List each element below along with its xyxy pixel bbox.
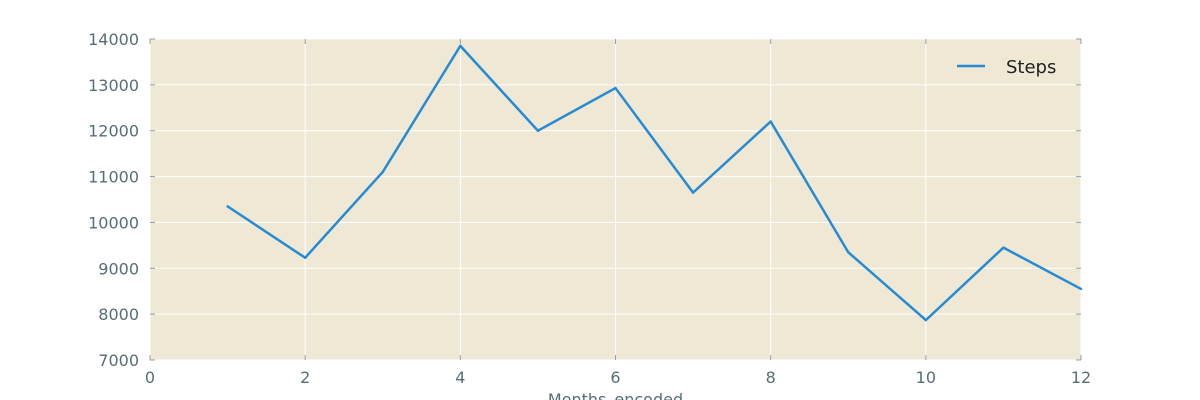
y-tick-label: 8000 (98, 305, 139, 324)
x-tick-label: 12 (1071, 368, 1091, 387)
data-point (769, 120, 772, 123)
series-line-steps (226, 44, 1082, 322)
x-tick-label: 10 (916, 368, 936, 387)
series-group (226, 44, 1083, 322)
axis-ticks (149, 38, 1082, 361)
data-point (536, 129, 540, 132)
data-point (381, 170, 384, 174)
x-axis-label: Months_encoded (548, 390, 683, 400)
x-tick-label: 0 (145, 368, 155, 387)
y-tick-label: 10000 (88, 213, 139, 232)
data-point (226, 205, 229, 208)
data-point (303, 256, 307, 259)
data-point (924, 318, 928, 322)
legend-label-steps: Steps (1006, 57, 1056, 78)
data-point (1002, 246, 1005, 249)
data-point (614, 86, 617, 90)
x-tick-label: 4 (455, 368, 465, 387)
x-tick-labels: 0 2 4 6 8 10 12 (145, 368, 1091, 387)
data-point (847, 251, 850, 254)
y-tick-label: 9000 (98, 259, 139, 278)
y-tick-labels: 7000 8000 9000 10000 11000 12000 13000 14000 (88, 30, 139, 370)
data-point (459, 44, 462, 48)
x-tick-label: 6 (610, 368, 620, 387)
x-tick-label: 8 (766, 368, 776, 387)
y-tick-label: 14000 (88, 30, 139, 49)
y-tick-label: 12000 (88, 122, 139, 141)
data-point (1079, 287, 1083, 291)
x-tick-label: 2 (300, 368, 310, 387)
y-tick-label: 7000 (98, 351, 139, 370)
y-tick-label: 13000 (88, 76, 139, 95)
y-tick-label: 11000 (88, 168, 139, 187)
data-point (691, 191, 695, 194)
legend: Steps (957, 57, 1056, 78)
